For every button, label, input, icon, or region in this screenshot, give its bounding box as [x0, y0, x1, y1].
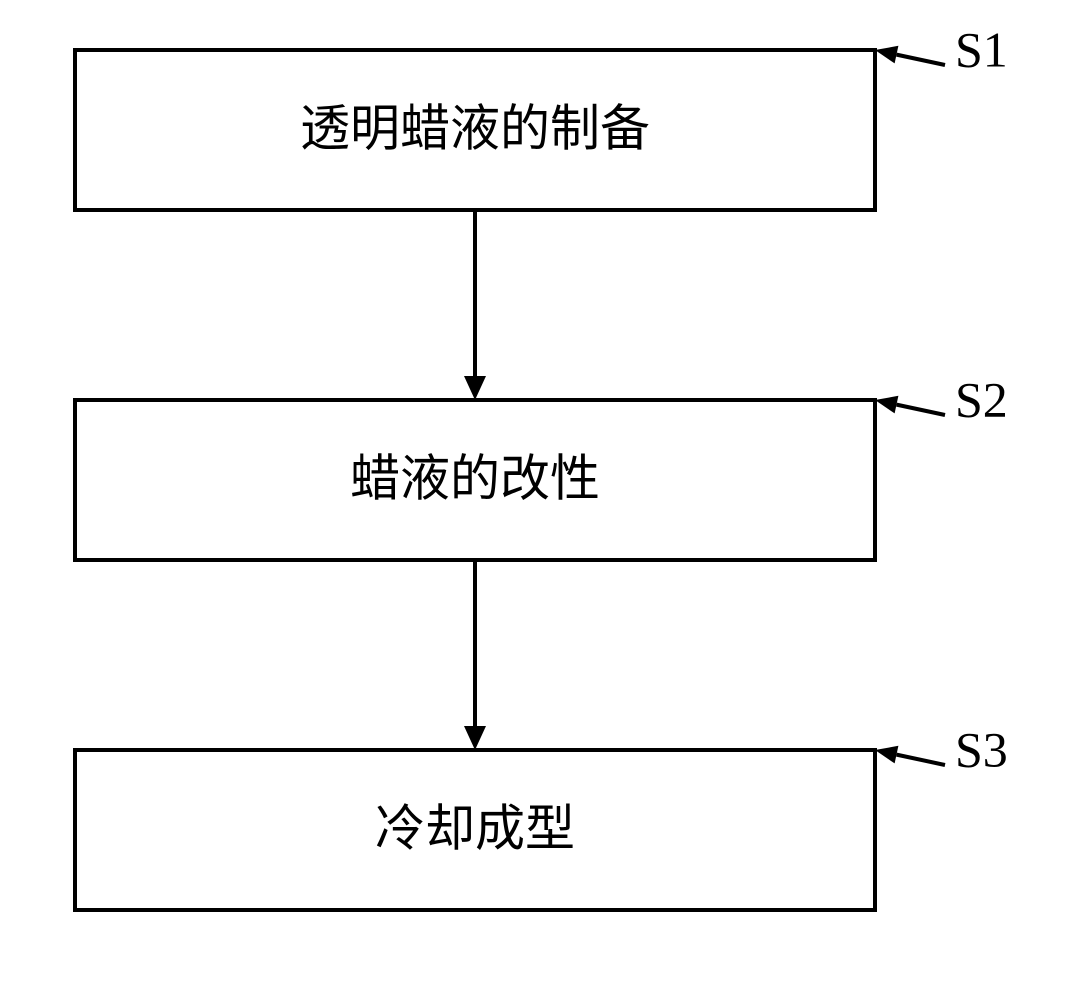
leader-line-s1	[897, 55, 945, 65]
leader-arrowhead-s3	[875, 746, 898, 764]
leader-arrowhead-s2	[875, 396, 898, 414]
leader-line-s2	[897, 405, 945, 415]
flow-node-label-s2: 蜡液的改性	[350, 450, 600, 506]
flowchart-canvas: 透明蜡液的制备 S1 蜡液的改性 S2 冷却成型 S3	[0, 0, 1086, 994]
leader-arrowhead-s1	[875, 46, 898, 64]
step-tag-s1: S1	[955, 21, 1008, 77]
flow-node-label-s1: 透明蜡液的制备	[300, 100, 650, 156]
edge-arrowhead-s1-s2	[464, 376, 486, 400]
step-tag-s2: S2	[955, 371, 1008, 427]
flow-node-label-s3: 冷却成型	[375, 800, 575, 856]
leader-line-s3	[897, 755, 945, 765]
edge-arrowhead-s2-s3	[464, 726, 486, 750]
step-tag-s3: S3	[955, 721, 1008, 777]
